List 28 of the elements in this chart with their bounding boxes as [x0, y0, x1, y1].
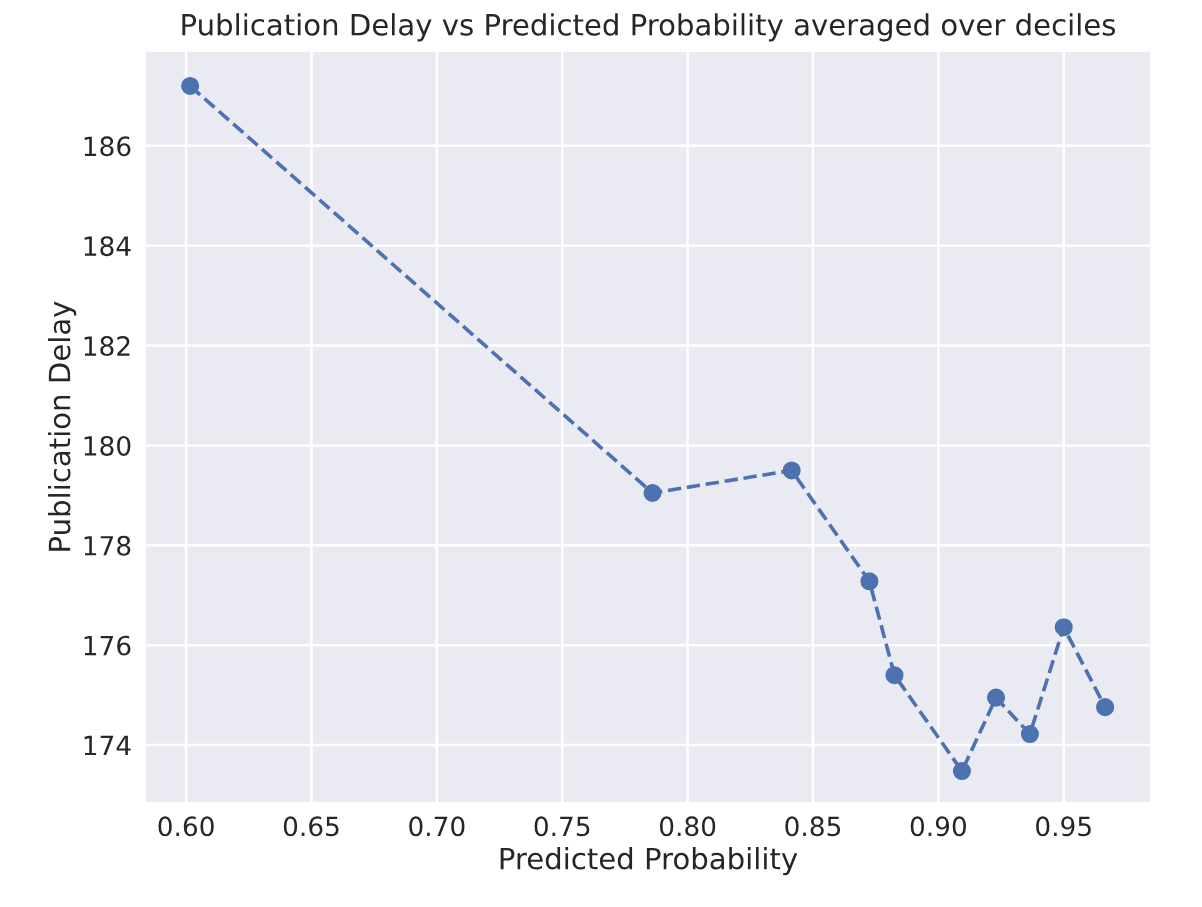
y-tick-label: 180 — [84, 435, 131, 456]
y-tick-label: 176 — [84, 635, 131, 656]
x-axis-title: Predicted Probability — [500, 846, 798, 876]
point — [1054, 618, 1073, 637]
point — [643, 483, 662, 502]
x-tick-label: 0.65 — [283, 816, 339, 837]
x-tick-label: 0.90 — [910, 816, 966, 837]
x-tick-label: 0.75 — [534, 816, 590, 837]
x-tick-label: 0.95 — [1036, 816, 1091, 837]
point — [1096, 698, 1115, 717]
y-tick-label: 182 — [84, 336, 130, 357]
point — [987, 688, 1006, 707]
y-tick-label: 184 — [84, 236, 131, 257]
point — [885, 666, 904, 685]
x-tick-label: 0.80 — [659, 816, 716, 837]
point — [952, 762, 971, 781]
x-tick-label: 0.60 — [158, 816, 214, 837]
y-tick-label: 186 — [84, 136, 131, 157]
y-tick-label: 178 — [84, 535, 131, 556]
chart-title: Publication Delay vs Predicted Probability averaged over deciles — [182, 13, 1116, 42]
x-tick-label: 0.70 — [409, 816, 465, 837]
point — [1020, 725, 1039, 744]
y-axis-title: Publication Delay — [47, 301, 77, 551]
point — [782, 461, 801, 480]
point — [181, 76, 200, 95]
y-tick-label: 174 — [84, 735, 131, 756]
point — [860, 572, 879, 591]
x-tick-label: 0.85 — [785, 816, 841, 837]
